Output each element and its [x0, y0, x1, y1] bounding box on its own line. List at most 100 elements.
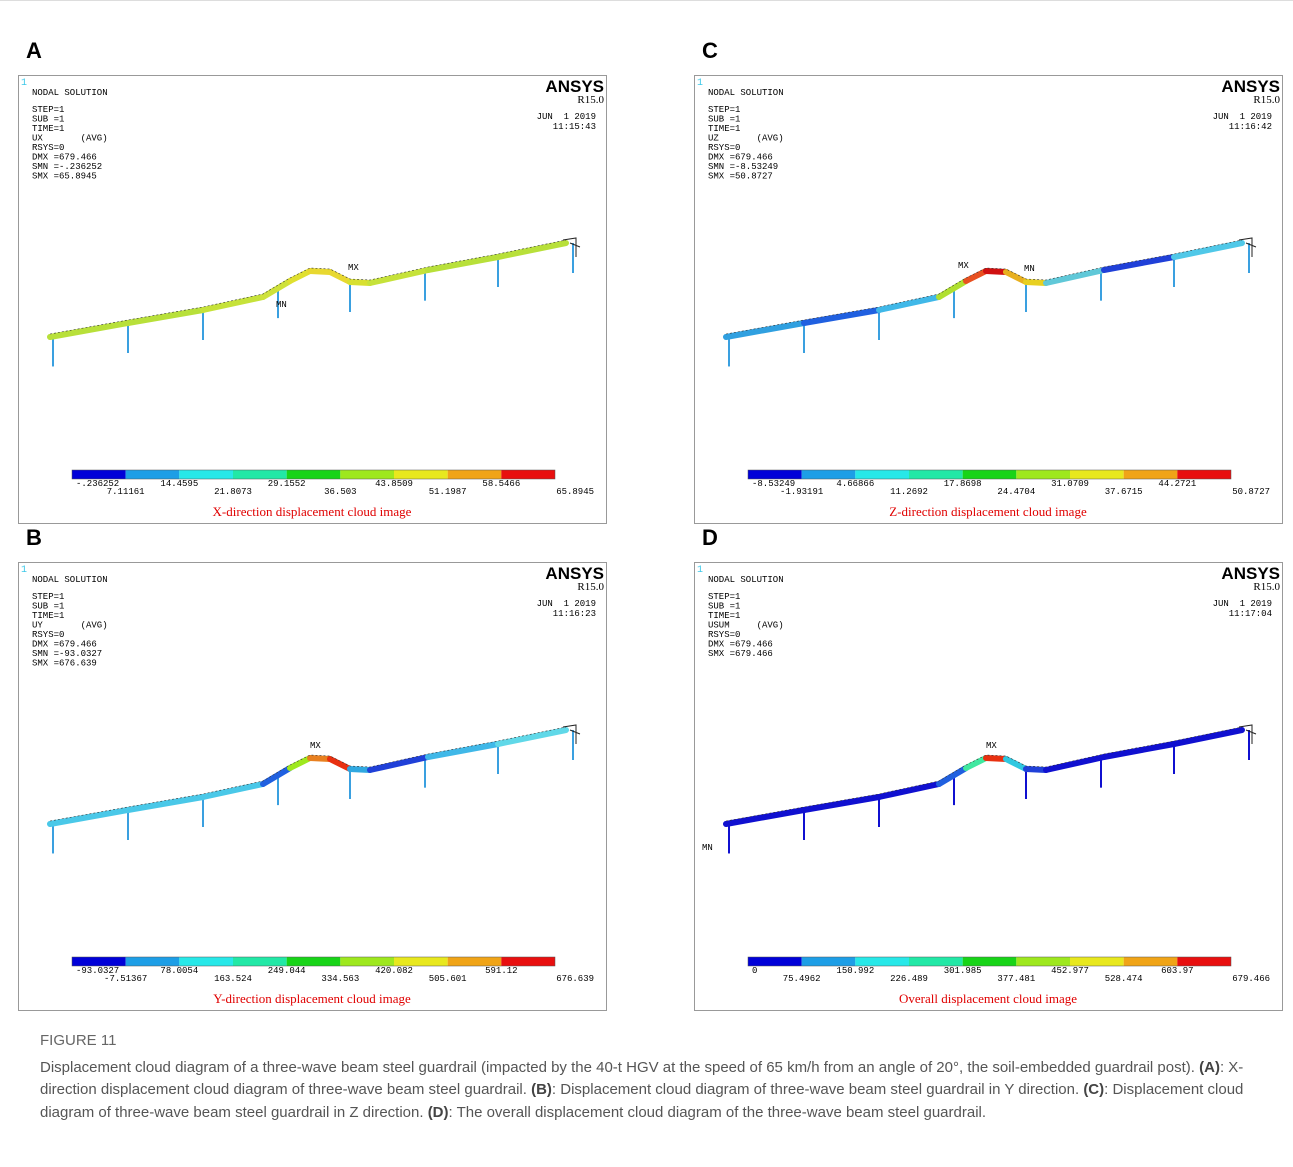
legend-value: 7.11161	[107, 487, 145, 497]
info-line: SMX =65.8945	[32, 172, 97, 182]
legend-swatch	[125, 957, 180, 966]
legend-value: 51.1987	[429, 487, 467, 497]
info-line: SMN =-.236252	[32, 162, 102, 172]
legend-swatch	[72, 957, 126, 966]
rail-segment	[425, 741, 501, 760]
legend-swatch	[1016, 470, 1070, 479]
rail-outline	[725, 239, 1243, 335]
rail-segment	[1003, 756, 1029, 772]
panel-caption: Y-direction displacement cloud image	[213, 991, 411, 1006]
rail-segment	[307, 268, 333, 275]
panel-label: A	[26, 38, 42, 63]
date: JUN 1 2019	[537, 599, 596, 609]
time: 11:16:23	[553, 609, 596, 619]
caption-segment: : Displacement cloud diagram of three-wa…	[551, 1081, 1084, 1098]
caption-segment: : The overall displacement cloud diagram…	[448, 1103, 987, 1121]
solution-title: NODAL SOLUTION	[708, 575, 784, 585]
marker-label: MX	[310, 741, 321, 751]
figure-label: FIGURE 11	[40, 1032, 117, 1049]
rail-segment	[1171, 240, 1245, 260]
rule	[0, 0, 1293, 1]
date: JUN 1 2019	[1213, 599, 1272, 609]
rail-segment	[287, 268, 313, 284]
legend-value: 17.8698	[944, 479, 982, 489]
info-line: SUB =1	[708, 602, 740, 612]
rail-segment	[260, 765, 293, 787]
rail-segment	[801, 307, 882, 326]
legend-value: -7.51367	[104, 974, 147, 984]
marker-label: MX	[348, 263, 359, 273]
legend-swatch	[1016, 957, 1070, 966]
panel-frame	[18, 562, 607, 1011]
legend-swatch	[394, 957, 448, 966]
time: 11:17:04	[1229, 609, 1272, 619]
legend-value: 21.8073	[214, 487, 252, 497]
legend-swatch	[909, 957, 963, 966]
rail-segment	[1043, 754, 1107, 773]
legend-swatch	[1123, 470, 1178, 479]
version: R15.0	[1253, 94, 1280, 106]
rail-segment	[1043, 267, 1107, 286]
end-bracket	[562, 237, 581, 257]
solution-title: NODAL SOLUTION	[708, 88, 784, 98]
rail-segment	[1023, 279, 1049, 286]
legend-value: 36.503	[324, 487, 356, 497]
brand: ANSYS	[1221, 564, 1280, 583]
info-line: STEP=1	[708, 105, 740, 115]
marker-label: MN	[1024, 264, 1035, 274]
legend-swatch	[501, 957, 555, 966]
rail-segment	[200, 781, 266, 800]
rail-segment	[983, 268, 1009, 275]
date: JUN 1 2019	[1213, 112, 1272, 122]
legend-value: 37.6715	[1105, 487, 1143, 497]
rail-segment	[1171, 727, 1245, 747]
info-line: UZ (AVG)	[708, 134, 784, 144]
version: R15.0	[577, 94, 604, 106]
panel-label: B	[26, 525, 42, 550]
rail-segment	[963, 268, 989, 284]
legend-value: 420.082	[375, 966, 413, 976]
solution-title: NODAL SOLUTION	[32, 88, 108, 98]
rail-segment	[723, 807, 807, 827]
legend-swatch	[1070, 957, 1124, 966]
rail-segment	[347, 766, 373, 773]
marker-label: MX	[986, 741, 997, 751]
info-line: SMX =679.466	[708, 649, 773, 659]
rail-outline	[725, 726, 1243, 822]
caption-segment: Displacement cloud diagram of a three-wa…	[40, 1058, 1200, 1076]
rail-segment	[367, 267, 431, 286]
panel-frame	[18, 75, 607, 524]
legend-swatch	[233, 470, 287, 479]
rail-segment	[125, 794, 206, 813]
panel-frame	[694, 562, 1283, 1011]
info-line: TIME=1	[32, 611, 64, 621]
rail-segment	[327, 756, 353, 772]
panel-label: C	[702, 38, 718, 63]
marker-label: MN	[702, 843, 713, 853]
rail-segment	[936, 765, 969, 787]
panel-caption: Overall displacement cloud image	[899, 991, 1077, 1006]
end-bracket	[1238, 724, 1257, 744]
rail-segment	[1101, 741, 1177, 760]
legend-value: 50.8727	[1232, 487, 1270, 497]
legend-value: 163.524	[214, 974, 252, 984]
legend-value: 29.1552	[268, 479, 306, 489]
legend-value: 43.8509	[375, 479, 413, 489]
info-line: SUB =1	[708, 115, 740, 125]
legend-swatch	[340, 470, 394, 479]
time: 11:16:42	[1229, 122, 1272, 132]
legend-value: 452.977	[1051, 966, 1089, 976]
legend-swatch	[1177, 957, 1231, 966]
caption-segment: : X-direction displacement cloud diagram…	[40, 1058, 1244, 1099]
caption-ref: (D)	[427, 1103, 449, 1121]
legend-swatch	[394, 470, 448, 479]
rail-segment	[936, 278, 969, 300]
corner-number: 1	[21, 78, 27, 89]
rail-segment	[260, 278, 293, 300]
rail-outline	[49, 239, 567, 335]
rail-segment	[983, 755, 1009, 762]
rail-segment	[495, 727, 569, 747]
